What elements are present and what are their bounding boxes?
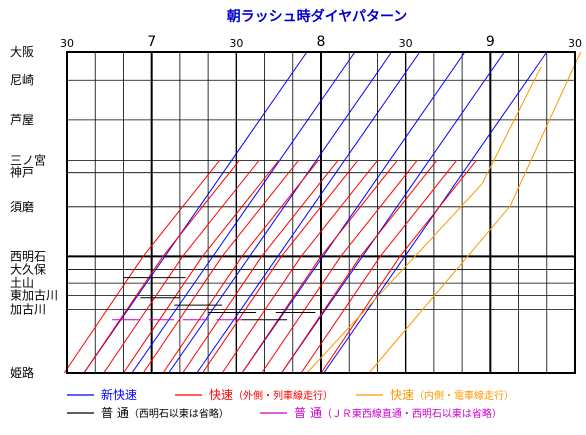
train-line — [196, 51, 421, 374]
station-label: 大阪 — [10, 45, 34, 59]
train-line — [241, 160, 398, 374]
train-line — [281, 51, 505, 374]
train-line — [202, 160, 359, 374]
station-label: 姫路 — [10, 365, 34, 380]
train-line — [368, 51, 582, 374]
time-tick-label: 7 — [147, 34, 156, 50]
train-line — [320, 160, 477, 374]
legend: 新快速 快速（外側・列車線走行） 快速（内側・電車線走行） 普 通（西明石以東は省略）… — [67, 387, 514, 420]
chart-title: 朝ラッシュ時ダイヤパターン — [227, 8, 408, 25]
train-line — [221, 160, 378, 374]
train-line — [142, 160, 299, 374]
train-line — [300, 160, 457, 374]
train-line — [83, 160, 240, 374]
train-line — [168, 51, 393, 374]
station-label: 東加古川 — [10, 288, 58, 303]
station-label: 尼崎 — [10, 73, 34, 87]
legend-label: 普 通（西明石以東は省略） — [101, 406, 229, 420]
train-line — [182, 160, 339, 374]
train-line — [162, 160, 319, 374]
station-label: 西明石 — [10, 249, 46, 263]
train-line — [63, 160, 220, 374]
time-axis-labels: 30 7 30 8 30 9 30 — [60, 34, 582, 50]
train-line — [122, 160, 280, 374]
train-line — [103, 160, 260, 374]
time-tick-label: 30 — [568, 37, 582, 50]
legend-label: 快速（内側・電車線走行） — [390, 388, 514, 402]
time-tick-label: 30 — [399, 37, 413, 50]
station-label: 土山 — [10, 276, 34, 290]
train-line — [261, 160, 418, 374]
train-line — [306, 66, 542, 374]
legend-label: 快速（外側・列車線走行） — [209, 388, 333, 402]
time-tick-label: 9 — [486, 34, 495, 50]
legend-label: 新快速 — [101, 387, 137, 402]
station-label: 芦屋 — [10, 113, 34, 127]
station-label: 須磨 — [10, 200, 34, 214]
station-label: 加古川 — [10, 302, 46, 317]
time-tick-label: 8 — [317, 34, 326, 50]
train-line — [281, 160, 438, 374]
time-tick-label: 30 — [229, 37, 243, 50]
station-label: 三ノ宮 — [10, 153, 46, 168]
station-label: 大久保 — [10, 263, 46, 277]
time-tick-label: 30 — [60, 37, 74, 50]
train-lines — [63, 51, 582, 374]
plot-border — [66, 51, 576, 374]
legend-label: 普 通（ＪＲ東西線直通・西明石以東は省略） — [294, 406, 502, 420]
station-label: 神戸 — [10, 166, 34, 180]
